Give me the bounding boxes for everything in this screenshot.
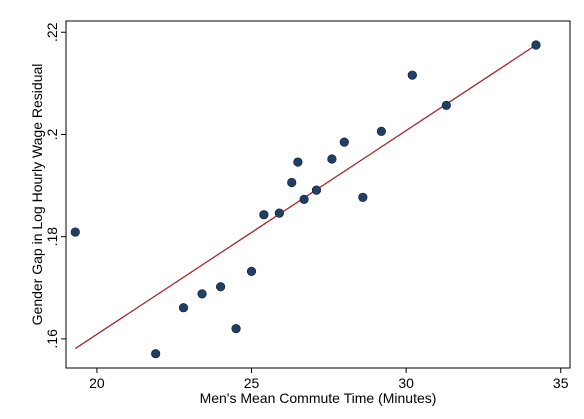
y-tick-label: .18 (44, 227, 60, 247)
data-point (178, 303, 189, 313)
data-point (293, 157, 303, 167)
data-point (407, 70, 417, 80)
data-point (246, 266, 257, 277)
data-point (441, 100, 451, 110)
data-point (299, 194, 309, 204)
data-point (274, 208, 284, 218)
x-tick-label: 20 (89, 375, 105, 391)
data-point (70, 227, 80, 237)
x-axis-ticks: 20 25 30 35 (89, 368, 569, 391)
data-point (287, 177, 297, 188)
x-tick-label: 25 (244, 375, 260, 391)
x-tick-label: 35 (553, 375, 569, 391)
data-point (327, 154, 337, 164)
data-point (259, 210, 269, 220)
data-point (216, 282, 226, 292)
y-tick-label: .2 (44, 128, 60, 140)
x-tick-label: 30 (398, 375, 414, 391)
data-point (311, 185, 322, 195)
plot-frame (65, 20, 571, 369)
data-point (531, 40, 541, 50)
data-points (70, 40, 541, 359)
y-tick-label: .22 (44, 22, 60, 42)
data-point (376, 126, 386, 136)
data-point (339, 137, 349, 147)
x-axis-title: Men's Mean Commute Time (Minutes) (200, 390, 437, 406)
y-axis-ticks: .16 .18 .2 .22 (44, 22, 66, 349)
y-tick-label: .16 (44, 329, 60, 349)
data-point (197, 289, 207, 299)
data-point (358, 192, 368, 202)
y-axis-title: Gender Gap in Log Hourly Wage Residual (29, 64, 45, 326)
data-point (231, 324, 241, 334)
data-point (151, 349, 161, 359)
